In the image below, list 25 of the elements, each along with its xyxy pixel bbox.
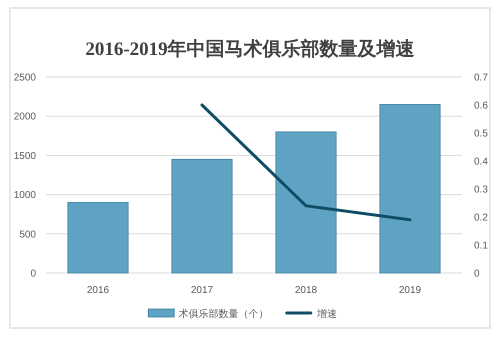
y-tick-label: 1500 [14, 150, 36, 162]
y-tick-label: 2500 [14, 72, 36, 84]
y2-tick-label: 0.4 [474, 156, 488, 168]
chart-title: 2016-2019年中国马术俱乐部数量及增速 [85, 38, 415, 60]
y-tick-label: 1000 [14, 190, 36, 202]
y2-tick-label: 0.1 [474, 240, 488, 252]
y2-tick-label: 0.3 [474, 184, 488, 196]
x-tick-label: 2019 [398, 285, 422, 296]
y2-tick-label: 0.6 [474, 100, 488, 112]
x-tick-label: 2016 [86, 285, 110, 296]
y-tick-label: 500 [19, 229, 36, 240]
y-tick-label: 0 [30, 268, 36, 280]
legend-label: 增速 [316, 308, 337, 320]
x-tick-label: 2018 [294, 285, 318, 296]
y2-tick-label: 0.7 [474, 72, 488, 84]
x-tick-label: 2017 [190, 285, 214, 296]
bar [275, 131, 337, 274]
y2-tick-label: 0.2 [474, 212, 488, 224]
bar [379, 104, 441, 274]
bar [171, 158, 233, 274]
y2-tick-label: 0.5 [474, 128, 488, 140]
legend-label: 术俱乐部数量（个） [178, 308, 268, 320]
y2-tick-label: 0 [474, 268, 480, 280]
bar [67, 202, 129, 274]
y-tick-label: 2000 [14, 112, 36, 123]
